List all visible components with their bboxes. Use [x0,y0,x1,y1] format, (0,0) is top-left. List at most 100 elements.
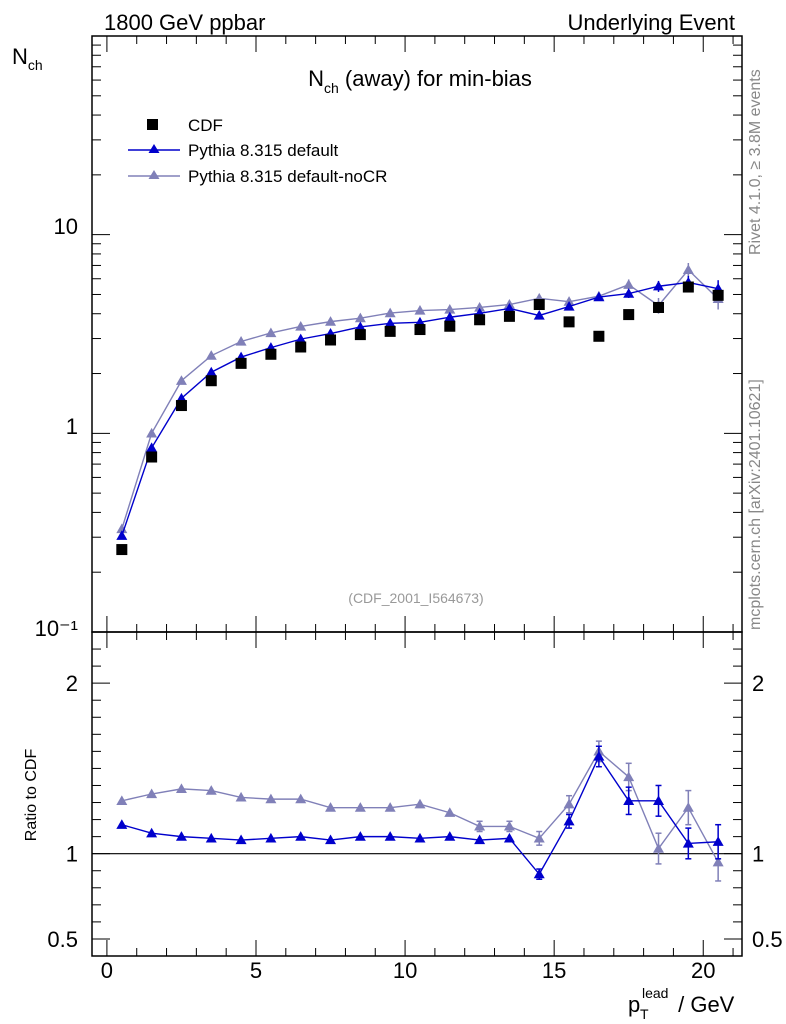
x-tick-labels: 0 5 10 15 20 [101,958,716,983]
ratio-data [116,740,724,882]
data-point-cdf [235,357,247,369]
ratio-point-default [653,795,665,805]
x-label-rest: / GeV [672,992,735,1017]
rivet-label: Rivet 4.1.0, ≥ 3.8M events [747,69,764,255]
ratio-ticks [92,632,742,956]
main-y-label-sub: ch [28,57,43,73]
ratio-point-nocr [384,802,396,812]
legend-label-pythia: Pythia 8.315 default [188,141,339,160]
data-point-nocr [175,375,187,385]
legend-label-nocr: Pythia 8.315 default-noCR [188,167,387,186]
ratio-y-label: Ratio to CDF [23,749,40,842]
ratio-point-default [205,832,217,843]
ratio-point-default [593,750,605,761]
ratio-point-default [503,832,515,843]
data-point-nocr [235,335,247,346]
data-point-cdf [265,348,277,360]
ratio-point-default [325,834,337,845]
data-point-nocr [444,304,456,314]
data-point-default [623,288,635,298]
x-axis-label: pTlead / GeV [628,985,735,1022]
data-point-default [146,442,158,452]
x-tick-label: 5 [250,958,262,983]
data-point-cdf [116,544,128,556]
main-title-sub: ch [324,80,339,96]
ratio-point-default [533,868,545,879]
data-point-nocr [474,301,486,312]
data-point-default [503,302,515,313]
legend-marker-nocr [148,170,160,179]
data-point-cdf [205,375,217,387]
ratio-point-default [265,832,277,843]
data-point-default [295,333,307,344]
data-point-cdf [712,289,724,301]
data-point-default [384,317,396,328]
x-tick-label: 10 [393,958,417,983]
ratio-point-nocr [205,785,217,795]
ratio-point-nocr [563,798,575,809]
ratio-point-default [295,831,307,841]
data-point-cdf [384,325,396,337]
data-point-cdf [354,329,366,341]
ratio-ytick-label-left: 1 [66,842,78,867]
data-point-nocr [116,523,128,534]
ratio-ytick-label-right: 0.5 [752,927,783,952]
data-point-cdf [175,400,187,412]
ratio-point-nocr [175,783,187,794]
x-tick-label: 20 [691,958,715,983]
legend-label-cdf: CDF [188,116,223,135]
ratio-point-nocr [414,798,426,809]
ratio-point-default [116,819,128,829]
ratio-point-nocr [444,807,456,817]
ratio-point-default [175,831,187,841]
data-point-nocr [563,296,575,306]
main-ytick-label-0: 10⁻¹ [35,616,78,641]
data-point-cdf [533,299,545,311]
ratio-point-nocr [503,820,515,831]
data-point-cdf [295,341,307,353]
data-point-default [653,280,665,291]
ratio-point-nocr [235,791,247,802]
data-point-default [116,530,128,540]
data-point-nocr [205,350,217,360]
data-point-cdf [414,324,426,336]
main-ytick-label-1: 1 [66,414,78,439]
x-tick-label: 0 [101,958,113,983]
data-point-default [533,309,545,320]
ratio-point-nocr [295,793,307,804]
ratio-point-nocr [146,788,158,799]
legend: CDF Pythia 8.315 default Pythia 8.315 de… [128,116,387,186]
ratio-point-nocr [116,795,128,805]
ratio-point-default [444,831,456,841]
main-ytick-label-2: 10 [54,214,78,239]
ratio-point-nocr [354,802,366,812]
data-point-cdf [682,281,694,293]
data-point-nocr [295,320,307,331]
ratio-ytick-label-right: 2 [752,671,764,696]
data-point-nocr [623,279,635,289]
data-point-nocr [682,264,694,274]
main-y-label-main: N [12,44,28,69]
data-point-default [593,291,605,302]
mcplots-label: mcplots.cern.ch [arXiv:2401.10621] [747,379,764,630]
analysis-watermark: (CDF_2001_I564673) [348,590,483,606]
ratio-point-default [563,815,575,826]
main-title-rest: (away) for min-bias [339,66,532,91]
ratio-point-default [354,831,366,841]
ratio-point-default [623,795,635,805]
x-label-p: p [628,992,640,1017]
ratio-tick-labels: 0.5 0.5 1 1 2 2 [47,671,782,952]
ratio-point-nocr [474,820,486,831]
ratio-point-nocr [623,771,635,782]
ratio-ytick-label-left: 0.5 [47,927,78,952]
data-point-cdf [653,301,665,313]
data-point-cdf [623,309,635,321]
main-title: Nch (away) for min-bias [308,66,532,96]
x-label-sup: lead [642,985,668,1001]
data-point-nocr [384,307,396,318]
data-point-default [205,366,217,377]
x-label-sub: T [640,1006,649,1022]
data-point-cdf [325,334,337,346]
ratio-point-default [146,827,158,838]
